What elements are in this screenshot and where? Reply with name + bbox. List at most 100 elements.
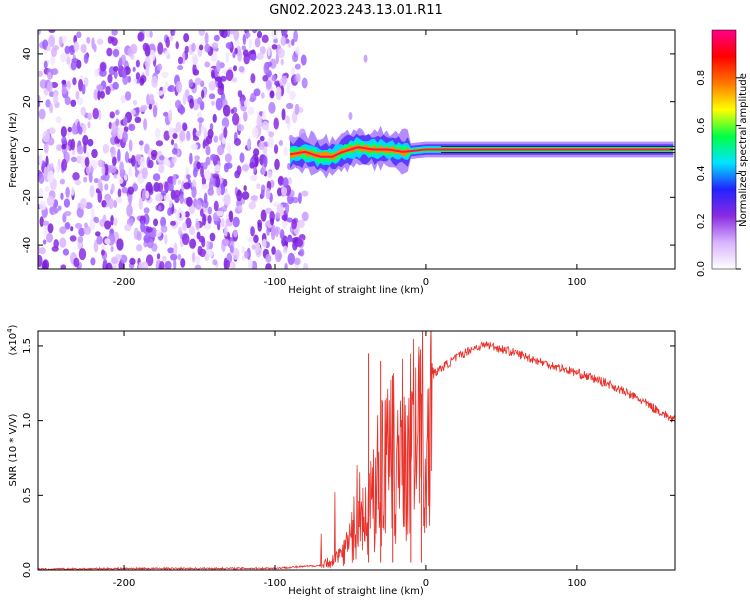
noise-speckle: [119, 161, 124, 173]
noise-speckle: [50, 54, 56, 66]
noise-speckle: [267, 136, 274, 148]
noise-speckle: [182, 222, 187, 232]
noise-speckle: [60, 192, 64, 200]
noise-speckle: [287, 177, 293, 185]
noise-speckle: [301, 211, 309, 222]
noise-speckle: [97, 90, 101, 101]
noise-speckle: [258, 120, 263, 126]
noise-speckle: [47, 170, 55, 183]
noise-speckle: [155, 140, 164, 147]
noise-speckle: [247, 140, 251, 150]
noise-speckle: [233, 65, 237, 72]
noise-speckle: [177, 179, 181, 185]
noise-speckle: [236, 124, 245, 132]
noise-speckle: [247, 106, 255, 116]
noise-speckle: [64, 211, 72, 217]
noise-speckle: [127, 75, 132, 83]
noise-speckle: [286, 81, 291, 95]
noise-speckle: [90, 207, 95, 220]
noise-speckle: [190, 143, 199, 151]
noise-speckle: [59, 226, 67, 234]
snr-x-tick-label: 0: [423, 578, 429, 589]
noise-speckle: [206, 240, 210, 251]
noise-speckle: [197, 111, 203, 119]
heatmap-y-tick-label: -40: [22, 237, 33, 253]
noise-speckle: [110, 245, 114, 252]
noise-speckle: [42, 259, 50, 269]
noise-speckle: [223, 194, 231, 206]
noise-speckle: [112, 48, 120, 58]
noise-speckle: [209, 123, 214, 131]
noise-speckle: [104, 220, 112, 230]
noise-speckle: [174, 195, 180, 203]
noise-speckle: [223, 127, 228, 139]
noise-speckle: [56, 164, 60, 174]
noise-speckle: [268, 131, 275, 138]
noise-speckle: [232, 51, 236, 59]
noise-speckle: [261, 121, 269, 131]
noise-speckle: [282, 245, 288, 254]
noise-speckle: [217, 144, 225, 156]
noise-speckle: [93, 43, 97, 53]
noise-speckle: [247, 258, 253, 269]
noise-speckle: [155, 193, 163, 202]
noise-speckle: [172, 174, 177, 186]
noise-speckle: [238, 66, 245, 73]
noise-speckle: [243, 99, 250, 108]
noise-speckle: [241, 45, 247, 51]
noise-speckle: [101, 199, 107, 208]
noise-speckle: [47, 71, 52, 80]
noise-speckle: [291, 38, 295, 46]
noise-speckle: [228, 30, 236, 35]
noise-speckle: [201, 183, 209, 190]
noise-speckle: [164, 50, 170, 56]
noise-speckle: [69, 45, 76, 56]
noise-speckle: [197, 117, 205, 123]
noise-speckle: [59, 237, 67, 248]
noise-speckle: [113, 199, 118, 209]
snr-series-line: [38, 331, 675, 570]
noise-speckle: [213, 200, 219, 212]
noise-speckle: [132, 99, 138, 106]
snr-frame: [37, 330, 676, 571]
noise-speckle: [97, 190, 103, 203]
noise-speckle: [49, 102, 53, 114]
noise-speckle: [195, 255, 201, 265]
noise-speckle: [48, 127, 56, 135]
noise-speckle: [107, 73, 113, 84]
noise-speckle: [163, 130, 170, 141]
noise-speckle: [270, 217, 275, 226]
noise-speckle: [64, 96, 71, 106]
noise-speckle: [111, 30, 118, 36]
noise-speckle: [145, 190, 150, 199]
noise-speckle: [168, 199, 173, 208]
noise-speckle: [280, 30, 288, 37]
noise-speckle: [122, 116, 128, 127]
noise-speckle: [45, 99, 51, 108]
noise-speckle: [231, 77, 238, 83]
noise-speckle: [39, 200, 47, 211]
noise-speckle: [95, 231, 101, 237]
noise-speckle: [172, 30, 176, 36]
noise-speckle: [108, 198, 114, 210]
noise-speckle: [38, 173, 45, 184]
noise-speckle: [182, 122, 188, 131]
noise-speckle: [194, 155, 200, 161]
noise-speckle: [80, 44, 87, 54]
noise-speckle: [208, 93, 216, 100]
noise-speckle: [94, 68, 100, 77]
noise-speckle: [155, 229, 162, 237]
noise-speckle: [267, 45, 271, 57]
noise-speckle: [210, 153, 217, 162]
noise-speckle: [128, 139, 133, 152]
noise-speckle: [128, 123, 136, 132]
noise-speckle: [85, 165, 91, 175]
noise-speckle: [241, 164, 250, 172]
noise-speckle: [215, 97, 223, 111]
noise-speckle: [121, 186, 128, 194]
noise-speckle: [46, 45, 51, 52]
noise-speckle: [232, 112, 240, 126]
noise-speckle: [271, 224, 277, 237]
noise-speckle: [292, 52, 299, 63]
noise-speckle: [61, 158, 68, 172]
